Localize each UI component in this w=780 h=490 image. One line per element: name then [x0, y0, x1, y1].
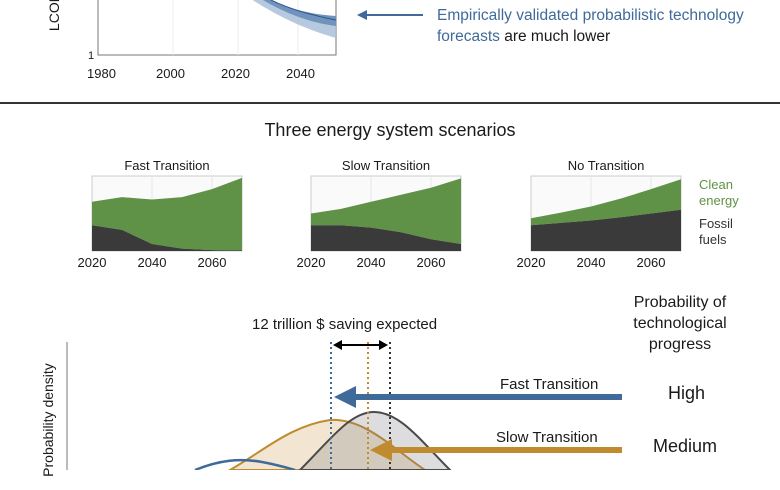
clean-energy-area [311, 178, 461, 244]
density-y-label-text: Probability density [40, 363, 56, 477]
fast-arrowhead [334, 386, 356, 408]
scenario-x-tick: 2060 [417, 255, 446, 270]
fossil-fuel-area [92, 225, 242, 251]
saving-arrowhead-right [379, 340, 388, 350]
scenario-x-tick: 2020 [78, 255, 107, 270]
scenario-title: Fast Transition [124, 158, 209, 173]
lcoe-x-tick-2020: 2020 [221, 66, 250, 81]
legend-fossil: Fossil fuels [699, 216, 733, 247]
label-fast-transition: Fast Transition [500, 376, 599, 393]
lcoe-annotation-blue: Empirically validated probabilistic tech… [437, 7, 744, 45]
section-divider [0, 102, 780, 104]
forecast-band-outer [252, 0, 336, 38]
fossil-fuel-area [531, 209, 681, 251]
clean-energy-area [531, 179, 681, 226]
scenario-x-tick: 2020 [297, 255, 326, 270]
lcoe-annotation-black: are much lower [499, 28, 611, 45]
scenarios-title: Three energy system scenarios [264, 120, 516, 140]
scenario-x-tick: 2040 [138, 255, 167, 270]
legend-clean: Clean energy [699, 177, 739, 208]
lcoe-y-label-text: LCOE [46, 0, 62, 32]
saving-label: 12 trillion $ saving expected [252, 316, 438, 333]
lcoe-y-label: LCOE [46, 0, 66, 32]
fossil-fuel-area [311, 225, 461, 251]
clean-energy-area [92, 177, 242, 251]
lcoe-annotation: Empirically validated probabilistic tech… [437, 5, 757, 47]
density-chart-svg [66, 340, 622, 470]
lcoe-x-tick-2000: 2000 [156, 66, 185, 81]
level-medium: Medium [653, 436, 718, 456]
lcoe-x-tick-1980: 1980 [87, 66, 116, 81]
scenario-title: Slow Transition [342, 158, 430, 173]
scenario-x-tick: 2020 [517, 255, 546, 270]
lcoe-chart-svg [97, 0, 423, 56]
saving-arrowhead-left [333, 340, 342, 350]
slow-arrowhead [370, 439, 392, 461]
density-y-label: Probability density [40, 350, 60, 490]
scenario-charts-svg: Fast Transition 2020 2040 2060 Slow Transiti… [78, 158, 682, 270]
scenario-x-tick: 2040 [577, 255, 606, 270]
lcoe-y-tick: 1 [88, 50, 95, 62]
probability-header: Probability of technological progress [633, 294, 727, 353]
level-high: High [668, 383, 706, 403]
lcoe-frame [97, 0, 337, 56]
scenario-x-tick: 2060 [637, 255, 666, 270]
lcoe-panel: LCOE 1 1980 2000 2020 2040 Empirically v… [0, 0, 780, 100]
curve-slow-transition [227, 418, 427, 470]
curve-fast-transition [194, 458, 296, 470]
forecast-median-line [270, 0, 337, 21]
scenario-x-tick: 2040 [357, 255, 386, 270]
scenario-x-tick: 2060 [198, 255, 227, 270]
label-slow-transition: Slow Transition [496, 429, 598, 446]
forecast-arrowhead [357, 10, 367, 20]
lcoe-x-tick-2040: 2040 [286, 66, 315, 81]
forecast-band-inner [263, 0, 336, 26]
scenario-title: No Transition [568, 158, 645, 173]
